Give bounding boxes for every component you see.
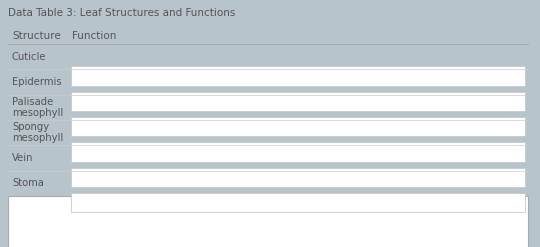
Text: Epidermis: Epidermis bbox=[12, 77, 62, 87]
Bar bbox=[71, 142, 525, 162]
Text: Data Table 3: Leaf Structures and Functions: Data Table 3: Leaf Structures and Functi… bbox=[8, 8, 235, 18]
Bar bbox=[71, 92, 525, 111]
Bar bbox=[71, 193, 525, 212]
Text: Structure: Structure bbox=[12, 31, 60, 41]
Bar bbox=[71, 117, 525, 136]
Text: Function: Function bbox=[72, 31, 117, 41]
Bar bbox=[8, 196, 528, 247]
Text: Cuticle: Cuticle bbox=[12, 52, 46, 62]
Text: Vein: Vein bbox=[12, 153, 33, 163]
Bar bbox=[71, 66, 525, 86]
Text: Palisade
mesophyll: Palisade mesophyll bbox=[12, 97, 63, 118]
Text: Spongy
mesophyll: Spongy mesophyll bbox=[12, 122, 63, 144]
Text: Stoma: Stoma bbox=[12, 178, 44, 188]
Bar bbox=[71, 168, 525, 187]
